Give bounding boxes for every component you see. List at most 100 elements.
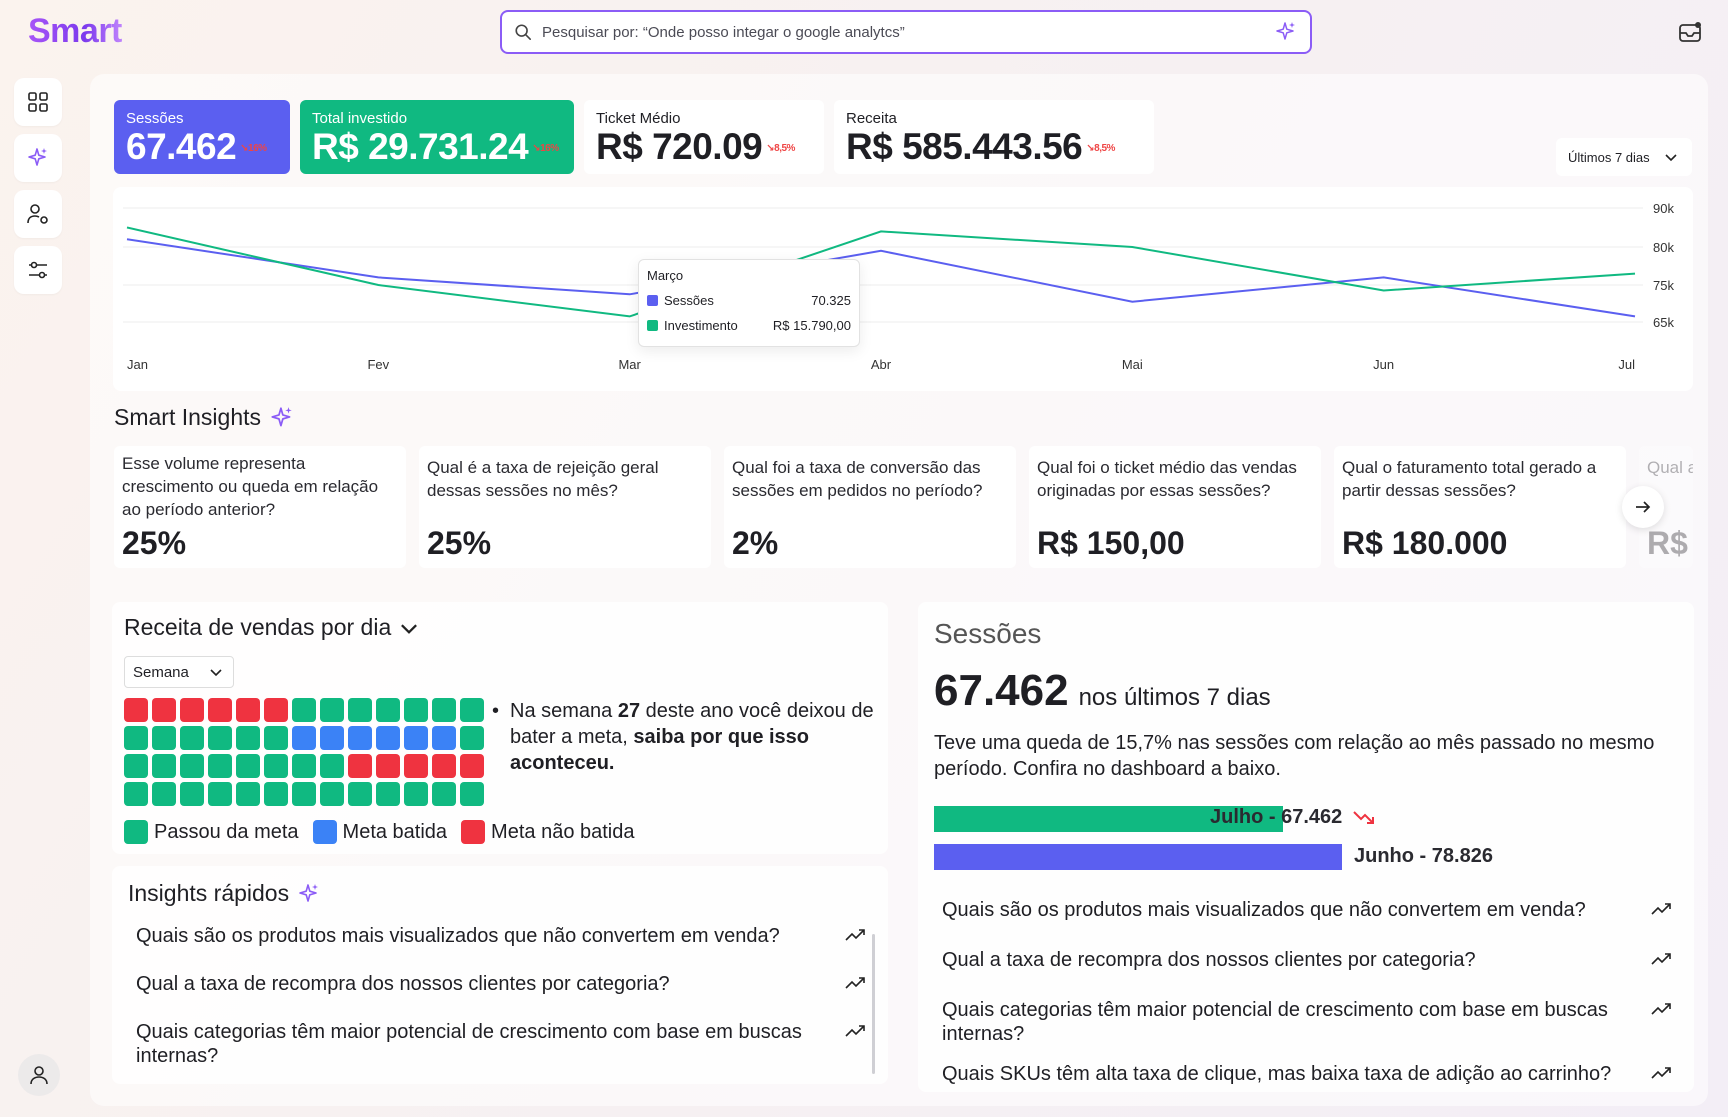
kpi-investment[interactable]: Total investido R$ 29.731.24 ↘16% — [300, 100, 574, 174]
insight-card[interactable]: Qual foi o ticket médio das vendas origi… — [1029, 446, 1321, 568]
day-cell[interactable] — [320, 754, 344, 778]
list-item[interactable]: Quais categorias têm maior potencial de … — [136, 1020, 866, 1068]
kpi-sessions[interactable]: Sessões 67.462 ↘16% — [114, 100, 290, 174]
nav-smart-ai[interactable] — [14, 134, 62, 182]
day-cell[interactable] — [376, 754, 400, 778]
day-cell[interactable] — [180, 726, 204, 750]
day-cell[interactable] — [376, 698, 400, 722]
search-input[interactable] — [542, 23, 1274, 41]
day-cell[interactable] — [208, 782, 232, 806]
period-select[interactable]: Últimos 7 dias — [1556, 138, 1692, 176]
day-cell[interactable] — [180, 782, 204, 806]
day-cell[interactable] — [292, 782, 316, 806]
line-chart-card: 90k 80k 75k 65k Jan Fev Mar Abr Mai Jun Jul — [113, 187, 1693, 391]
insight-answer: 25% — [122, 525, 187, 561]
day-cell[interactable] — [376, 726, 400, 750]
app-logo[interactable]: Smart — [28, 12, 122, 50]
day-cell[interactable] — [404, 698, 428, 722]
insight-card[interactable]: Qual é a taxa de rejeição geral dessas s… — [419, 446, 711, 568]
nav-dashboard[interactable] — [14, 78, 62, 126]
day-cell[interactable] — [152, 726, 176, 750]
day-cell[interactable] — [264, 754, 288, 778]
insight-question: Qual é a taxa de rejeição geral dessas s… — [427, 458, 659, 500]
day-cell[interactable] — [152, 698, 176, 722]
day-cell[interactable] — [320, 726, 344, 750]
day-cell[interactable] — [208, 726, 232, 750]
day-cell[interactable] — [320, 698, 344, 722]
day-cell[interactable] — [348, 782, 372, 806]
day-cell[interactable] — [348, 698, 372, 722]
day-cell[interactable] — [180, 754, 204, 778]
sparkle-icon[interactable] — [1274, 20, 1298, 44]
day-cell[interactable] — [460, 782, 484, 806]
day-cell[interactable] — [264, 782, 288, 806]
sparkle-icon — [299, 883, 319, 902]
day-cell[interactable] — [236, 726, 260, 750]
list-item[interactable]: Qual a taxa de recompra dos nossos clien… — [942, 948, 1672, 972]
x-tick-label: Mar — [618, 357, 641, 372]
nav-user-settings[interactable] — [14, 190, 62, 238]
day-cell[interactable] — [292, 726, 316, 750]
day-cell[interactable] — [264, 726, 288, 750]
insight-question: Qual foi o ticket médio das vendas origi… — [1037, 458, 1297, 500]
tooltip-label: Investimento — [664, 318, 738, 333]
day-cell[interactable] — [460, 726, 484, 750]
scrollbar[interactable] — [872, 934, 875, 1074]
week-select[interactable]: Semana — [124, 656, 234, 688]
day-cell[interactable] — [236, 698, 260, 722]
day-cell[interactable] — [292, 698, 316, 722]
day-cell[interactable] — [208, 754, 232, 778]
list-item[interactable]: Quais SKUs têm alta taxa de clique, mas … — [942, 1062, 1672, 1086]
day-cell[interactable] — [152, 754, 176, 778]
user-avatar[interactable] — [18, 1054, 60, 1096]
nav-filters[interactable] — [14, 246, 62, 294]
legend-swatch — [647, 320, 658, 331]
day-cell[interactable] — [376, 782, 400, 806]
legend-swatch — [312, 820, 337, 844]
goal-heatmap — [124, 698, 484, 806]
day-cell[interactable] — [264, 698, 288, 722]
day-cell[interactable] — [124, 754, 148, 778]
insight-card[interactable]: Qual foi a taxa de conversão das sessões… — [724, 446, 1016, 568]
day-cell[interactable] — [236, 782, 260, 806]
kpi-label: Receita — [846, 110, 897, 127]
carousel-next-button[interactable] — [1622, 486, 1664, 528]
list-item[interactable]: Qual a taxa de recompra dos nossos clien… — [136, 972, 866, 996]
day-cell[interactable] — [180, 698, 204, 722]
day-cell[interactable] — [348, 754, 372, 778]
kpi-ticket[interactable]: Ticket Médio R$ 720.09 ↘8,5% — [584, 100, 824, 174]
day-cell[interactable] — [460, 754, 484, 778]
inbox-icon[interactable] — [1676, 18, 1704, 46]
day-cell[interactable] — [124, 726, 148, 750]
day-cell[interactable] — [432, 782, 456, 806]
user-gear-icon — [27, 204, 48, 224]
list-item[interactable]: Quais categorias têm maior potencial de … — [942, 998, 1672, 1046]
day-cell[interactable] — [404, 754, 428, 778]
day-cell[interactable] — [460, 698, 484, 722]
insight-card[interactable]: Esse volume representa crescimento ou qu… — [114, 446, 406, 568]
day-cell[interactable] — [432, 698, 456, 722]
day-cell[interactable] — [124, 698, 148, 722]
list-item[interactable]: Quais são os produtos mais visualizados … — [942, 898, 1672, 922]
day-cell[interactable] — [432, 726, 456, 750]
list-item[interactable]: Quais são os produtos mais visualizados … — [136, 924, 866, 948]
sliders-icon — [29, 261, 47, 279]
search-icon — [515, 24, 532, 41]
day-cell[interactable] — [404, 726, 428, 750]
day-cell[interactable] — [320, 782, 344, 806]
day-cell[interactable] — [152, 782, 176, 806]
day-cell[interactable] — [236, 754, 260, 778]
day-cell[interactable] — [432, 754, 456, 778]
day-cell[interactable] — [348, 726, 372, 750]
day-cell[interactable] — [292, 754, 316, 778]
day-cell[interactable] — [124, 782, 148, 806]
note-link[interactable]: saiba por que isso aconteceu. — [510, 726, 810, 774]
insight-answer: R$ 150,00 — [1037, 525, 1185, 561]
day-cell[interactable] — [404, 782, 428, 806]
kpi-revenue[interactable]: Receita R$ 585.443.56 ↘8,5% — [834, 100, 1154, 174]
search-bar[interactable] — [500, 10, 1312, 54]
insight-card[interactable]: Qual o faturamento total gerado a partir… — [1334, 446, 1626, 568]
revenue-title[interactable]: Receita de vendas por dia — [124, 614, 419, 641]
day-cell[interactable] — [208, 698, 232, 722]
comparison-bar — [934, 844, 1342, 870]
